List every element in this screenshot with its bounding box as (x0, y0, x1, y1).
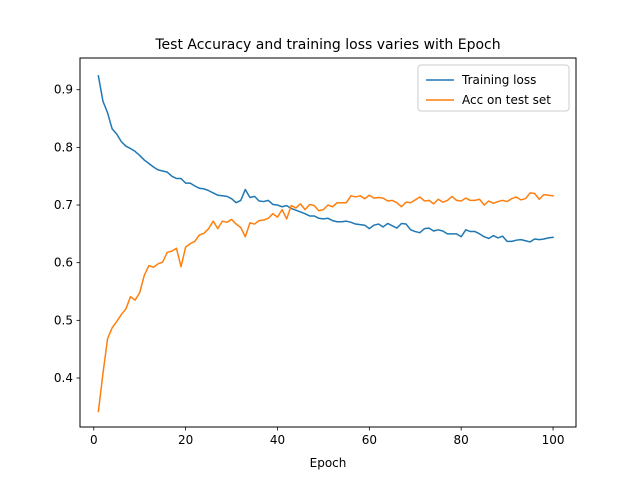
x-tick-label: 60 (362, 433, 377, 447)
plot-frame (79, 57, 577, 428)
x-tick-label: 40 (270, 433, 285, 447)
y-tick-label: 0.8 (54, 140, 73, 154)
x-axis-label: Epoch (310, 456, 347, 470)
x-tick-label: 0 (90, 433, 98, 447)
chart-title: Test Accuracy and training loss varies w… (154, 37, 500, 53)
x-axis: 0 20 40 60 80 100 (90, 427, 565, 447)
y-tick-label: 0.6 (54, 256, 73, 270)
legend: Training loss Acc on test set (417, 64, 570, 112)
y-tick-label: 0.7 (54, 198, 73, 212)
y-axis: 0.4 0.5 0.6 0.7 0.8 0.9 (54, 83, 80, 385)
x-tick-label: 20 (178, 433, 193, 447)
series-layer (97, 74, 554, 413)
y-tick-label: 0.9 (54, 83, 73, 97)
legend-label-0: Training loss (461, 73, 536, 87)
y-tick-label: 0.4 (54, 371, 73, 385)
legend-label-1: Acc on test set (462, 93, 551, 107)
legend-box (417, 64, 570, 112)
series-line-0 (97, 74, 554, 243)
x-tick-label: 80 (454, 433, 469, 447)
series-line-1 (97, 192, 554, 413)
x-tick-label: 100 (542, 433, 565, 447)
y-tick-label: 0.5 (54, 313, 73, 327)
